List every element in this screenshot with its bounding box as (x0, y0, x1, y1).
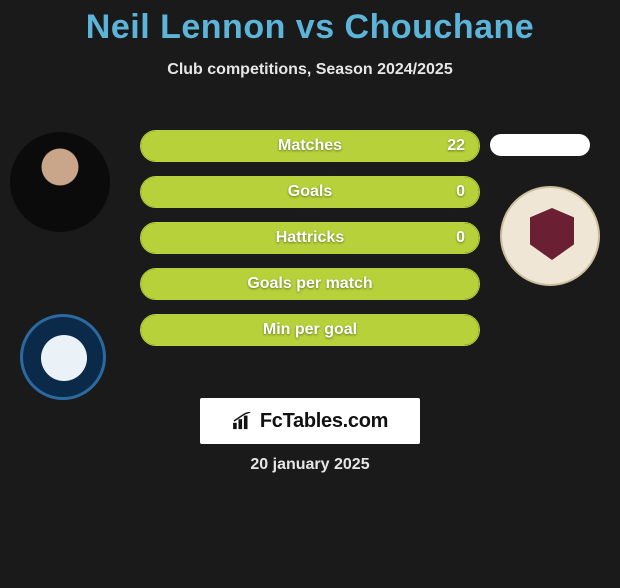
player2-club-badge (500, 186, 600, 286)
player1-club-badge (20, 314, 106, 400)
page-title: Neil Lennon vs Chouchane (0, 8, 620, 47)
stats-table: Matches 22 Goals 0 Hattricks 0 Goals per… (140, 130, 480, 360)
brand-text: FcTables.com (260, 410, 388, 433)
stat-row-goals: Goals 0 (140, 176, 480, 208)
stat-row-min-per-goal: Min per goal (140, 314, 480, 346)
stat-row-matches: Matches 22 (140, 130, 480, 162)
stat-row-hattricks: Hattricks 0 (140, 222, 480, 254)
stat-label: Matches (141, 131, 479, 161)
stat-label: Goals per match (141, 269, 479, 299)
player2-photo-placeholder (490, 134, 590, 156)
brand-icon (232, 412, 254, 430)
date-text: 20 january 2025 (0, 456, 620, 474)
player1-photo (10, 132, 110, 232)
subtitle: Club competitions, Season 2024/2025 (0, 61, 620, 79)
stat-label: Goals (141, 177, 479, 207)
stat-value-right: 22 (447, 131, 465, 161)
stat-label: Hattricks (141, 223, 479, 253)
stat-row-goals-per-match: Goals per match (140, 268, 480, 300)
stat-label: Min per goal (141, 315, 479, 345)
stat-value-right: 0 (456, 223, 465, 253)
brand-box: FcTables.com (200, 398, 420, 444)
stat-value-right: 0 (456, 177, 465, 207)
